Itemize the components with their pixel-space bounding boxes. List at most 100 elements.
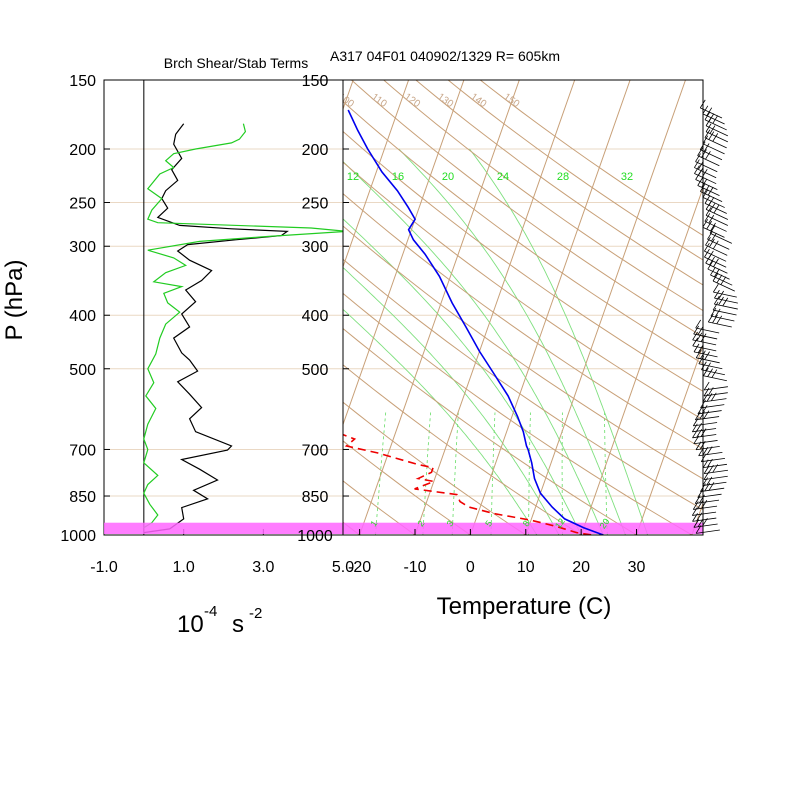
skew-ytick-label-250: 250 [302, 196, 329, 213]
dry-adiabat-label-70: 70 [239, 93, 255, 109]
stability-line [144, 124, 347, 528]
shear-line [144, 124, 287, 533]
wind-barb-flag [710, 257, 715, 265]
left-ytick-label-1000: 1000 [60, 528, 96, 545]
isotherm-lines [0, 80, 800, 535]
wind-barb-flag [713, 133, 718, 141]
skew-ytick-label-850: 850 [302, 489, 329, 506]
isotherm--50 [194, 80, 354, 535]
left-ytick-label-500: 500 [69, 362, 96, 379]
dry-adiabat-50 [144, 64, 769, 547]
wind-barb-staff [706, 132, 728, 142]
moist-adiabat-24 [330, 149, 604, 535]
left-ytick-label-200: 200 [69, 142, 96, 159]
wind-barb-staff [692, 434, 716, 437]
dry-adiabat-label-90: 90 [305, 93, 321, 109]
temp-xtick-label-30: 30 [628, 559, 646, 576]
wind-barb-flag [717, 316, 722, 324]
dry-adiabat-label-130: 130 [435, 92, 455, 111]
moist-adiabat-label-32: 32 [621, 171, 633, 183]
isotherm--70 [83, 80, 243, 535]
wind-barb-staff [695, 500, 719, 503]
left-ytick-label-250: 250 [69, 196, 96, 213]
wind-barb-flag [698, 327, 703, 335]
wind-barb-flag [713, 115, 718, 123]
temperature-axis-label: Temperature (C) [437, 593, 612, 620]
dry-adiabat-label-140: 140 [468, 92, 488, 111]
dry-adiabat-150 [460, 64, 800, 547]
wind-barb-flag [698, 177, 703, 185]
mixing-ratio-8 [529, 413, 531, 536]
wind-barb-flag [723, 298, 728, 306]
dry-adiabat--30 [0, 64, 319, 547]
dry-adiabat-20 [49, 64, 600, 547]
wind-barb-staff [696, 180, 718, 190]
left-ytick-label-850: 850 [69, 489, 96, 506]
wind-barb-staff [706, 263, 728, 273]
skew-ytick-label-700: 700 [302, 442, 329, 459]
dry-adiabat-130 [396, 64, 800, 547]
left-xtick-label-0: -1.0 [90, 559, 118, 576]
wind-barb-staff [700, 488, 724, 491]
skew-ytick-label-200: 200 [302, 142, 329, 159]
wind-barb-staff [714, 304, 737, 309]
wind-barb-staff [701, 405, 725, 408]
wind-barb-flag [712, 370, 717, 378]
temp-xtick-label--10: -10 [403, 559, 426, 576]
dry-adiabat-lines [0, 64, 800, 547]
left-panel-title: Brch Shear/Stab Terms [164, 55, 308, 71]
wind-barb-flag [696, 172, 701, 180]
moist-adiabat-label-20: 20 [442, 171, 454, 183]
surface-band-rect [104, 523, 703, 534]
left-xlabel-unit-exponent: -2 [249, 605, 262, 622]
wind-barbs [692, 100, 738, 533]
wind-barb-staff [701, 458, 725, 461]
left-xlabel-unit: s [232, 611, 244, 638]
wind-barb-flag [705, 112, 710, 120]
skew-ytick-label-300: 300 [302, 239, 329, 256]
dry-adiabat-label-60: 60 [206, 93, 222, 109]
skewt-title: A317 04F01 040902/1329 R= 605km [330, 48, 560, 64]
wind-barb-staff [713, 281, 735, 291]
isotherm--80 [27, 80, 187, 535]
dry-adiabat-10 [17, 64, 543, 547]
wind-barb-staff [693, 518, 717, 521]
wind-barb-staff [703, 482, 727, 485]
left-series-group [144, 124, 347, 533]
wind-barb-flag [713, 284, 718, 292]
moist-adiabat-label-24: 24 [497, 171, 509, 183]
left-xlabel-exponent: -4 [204, 603, 217, 620]
left-ytick-label-150: 150 [69, 73, 96, 90]
wind-barb-flag [705, 352, 710, 360]
skew-ytick-label-400: 400 [302, 308, 329, 325]
dry-adiabat-label-150: 150 [501, 92, 521, 111]
temp-xtick-label-0: 0 [466, 559, 475, 576]
temp-xtick-label-20: 20 [572, 559, 590, 576]
y-axis-label: P (hPa) [1, 260, 28, 341]
wind-barb-staff [706, 215, 728, 225]
wind-barb-staff [703, 197, 725, 207]
skew-ytick-label-150: 150 [302, 73, 329, 90]
wind-barb-flag [706, 363, 711, 371]
isotherm--60 [138, 80, 298, 535]
wind-barb-staff [692, 512, 716, 515]
mixing-ratio-3 [452, 413, 458, 536]
temp-xtick-label--20: -20 [348, 559, 371, 576]
wind-barb-flag [714, 205, 719, 213]
wind-barb-flag [712, 315, 717, 323]
left-xtick-label-2: 3.0 [252, 559, 274, 576]
sounding-series [207, 110, 603, 535]
wind-barb-staff [703, 376, 726, 381]
left-ytick-label-300: 300 [69, 239, 96, 256]
surface-band [104, 523, 703, 534]
wind-barb-flag [701, 334, 706, 342]
dry-adiabat-label-50: 50 [173, 93, 189, 109]
dry-adiabat-30 [81, 64, 657, 547]
wind-barb-staff [694, 440, 718, 443]
wind-barb-flag [708, 314, 713, 322]
wind-barb-staff [703, 399, 727, 402]
